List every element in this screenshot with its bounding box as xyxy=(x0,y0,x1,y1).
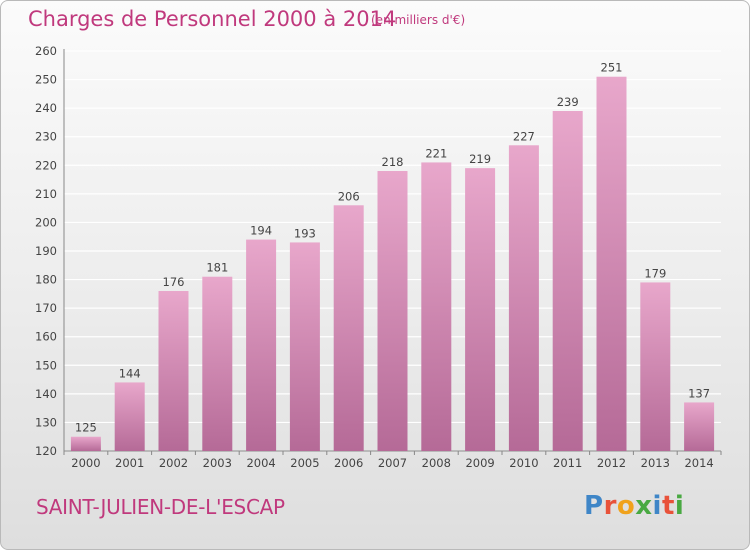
bar-2009 xyxy=(465,168,496,451)
logo-letter: P xyxy=(584,491,604,521)
bar-2002 xyxy=(158,291,189,451)
data-label: 179 xyxy=(644,266,666,280)
data-label: 125 xyxy=(75,421,97,435)
chart-title: Charges de Personnel 2000 à 2014 xyxy=(28,7,397,31)
x-tick-label: 2002 xyxy=(159,456,188,470)
y-tick-label: 230 xyxy=(35,130,57,144)
logo-letter: i xyxy=(652,491,662,521)
bar-2012 xyxy=(596,76,627,451)
x-tick-label: 2013 xyxy=(641,456,670,470)
y-tick-label: 190 xyxy=(35,244,57,258)
x-tick-label: 2014 xyxy=(684,456,713,470)
bar-2006 xyxy=(333,205,364,451)
y-tick-label: 210 xyxy=(35,187,57,201)
bar-2013 xyxy=(640,282,671,451)
labels: 2000 125 2001 144 2002 176 2003 181 2004 194 2005 1… xyxy=(71,61,713,470)
y-tick-label: 240 xyxy=(35,101,57,115)
bar-2004 xyxy=(246,239,277,451)
y-tick-label: 120 xyxy=(35,444,57,458)
bar-2003 xyxy=(202,276,233,451)
bar-2000 xyxy=(70,436,101,451)
y-tick-label: 250 xyxy=(35,73,57,87)
bar-2005 xyxy=(289,242,320,451)
proxiti-logo: Proxiti xyxy=(584,491,684,521)
y-tick-label: 170 xyxy=(35,301,57,315)
data-label: 251 xyxy=(601,61,623,75)
bar-2014 xyxy=(684,402,715,451)
x-tick-label: 2006 xyxy=(334,456,363,470)
x-tick-label: 2011 xyxy=(553,456,582,470)
data-label: 227 xyxy=(513,129,535,143)
y-tick-label: 200 xyxy=(35,215,57,229)
data-label: 206 xyxy=(338,189,360,203)
data-label: 218 xyxy=(382,155,404,169)
data-label: 144 xyxy=(119,366,141,380)
x-tick-label: 2003 xyxy=(203,456,232,470)
data-label: 176 xyxy=(163,275,185,289)
data-label: 221 xyxy=(425,146,447,160)
logo-letter: r xyxy=(603,491,617,521)
data-label: 239 xyxy=(557,95,579,109)
x-tick-label: 2000 xyxy=(71,456,100,470)
bar-2008 xyxy=(421,162,452,451)
logo-letter: t xyxy=(661,491,675,521)
x-tick-label: 2012 xyxy=(597,456,626,470)
logo-letter: o xyxy=(616,491,636,521)
x-tick-label: 2005 xyxy=(290,456,319,470)
bars xyxy=(70,76,715,452)
data-label: 137 xyxy=(688,386,710,400)
x-tick-label: 2004 xyxy=(246,456,275,470)
y-tick-label: 150 xyxy=(35,358,57,372)
x-tick-label: 2001 xyxy=(115,456,144,470)
y-tick-label: 160 xyxy=(35,330,57,344)
y-tick-label: 220 xyxy=(35,158,57,172)
data-label: 181 xyxy=(206,261,228,275)
y-tick-label: 130 xyxy=(35,415,57,429)
data-label: 194 xyxy=(250,224,272,238)
bar-2010 xyxy=(508,145,539,452)
bar-2007 xyxy=(377,171,408,451)
bar-2011 xyxy=(552,111,583,451)
data-label: 193 xyxy=(294,226,316,240)
y-tick-label: 260 xyxy=(35,44,57,58)
x-tick-label: 2008 xyxy=(422,456,451,470)
logo-letter: i xyxy=(674,491,685,521)
commune-name: SAINT-JULIEN-DE-L'ESCAP xyxy=(36,495,285,519)
x-tick-label: 2009 xyxy=(465,456,494,470)
bar-2001 xyxy=(114,382,145,451)
logo-letter: x xyxy=(635,491,653,521)
y-tick-label: 140 xyxy=(35,387,57,401)
chart-subtitle: (en milliers d'€) xyxy=(371,13,466,27)
y-tick-label: 180 xyxy=(35,273,57,287)
x-tick-label: 2010 xyxy=(509,456,538,470)
data-label: 219 xyxy=(469,152,491,166)
x-tick-label: 2007 xyxy=(378,456,407,470)
